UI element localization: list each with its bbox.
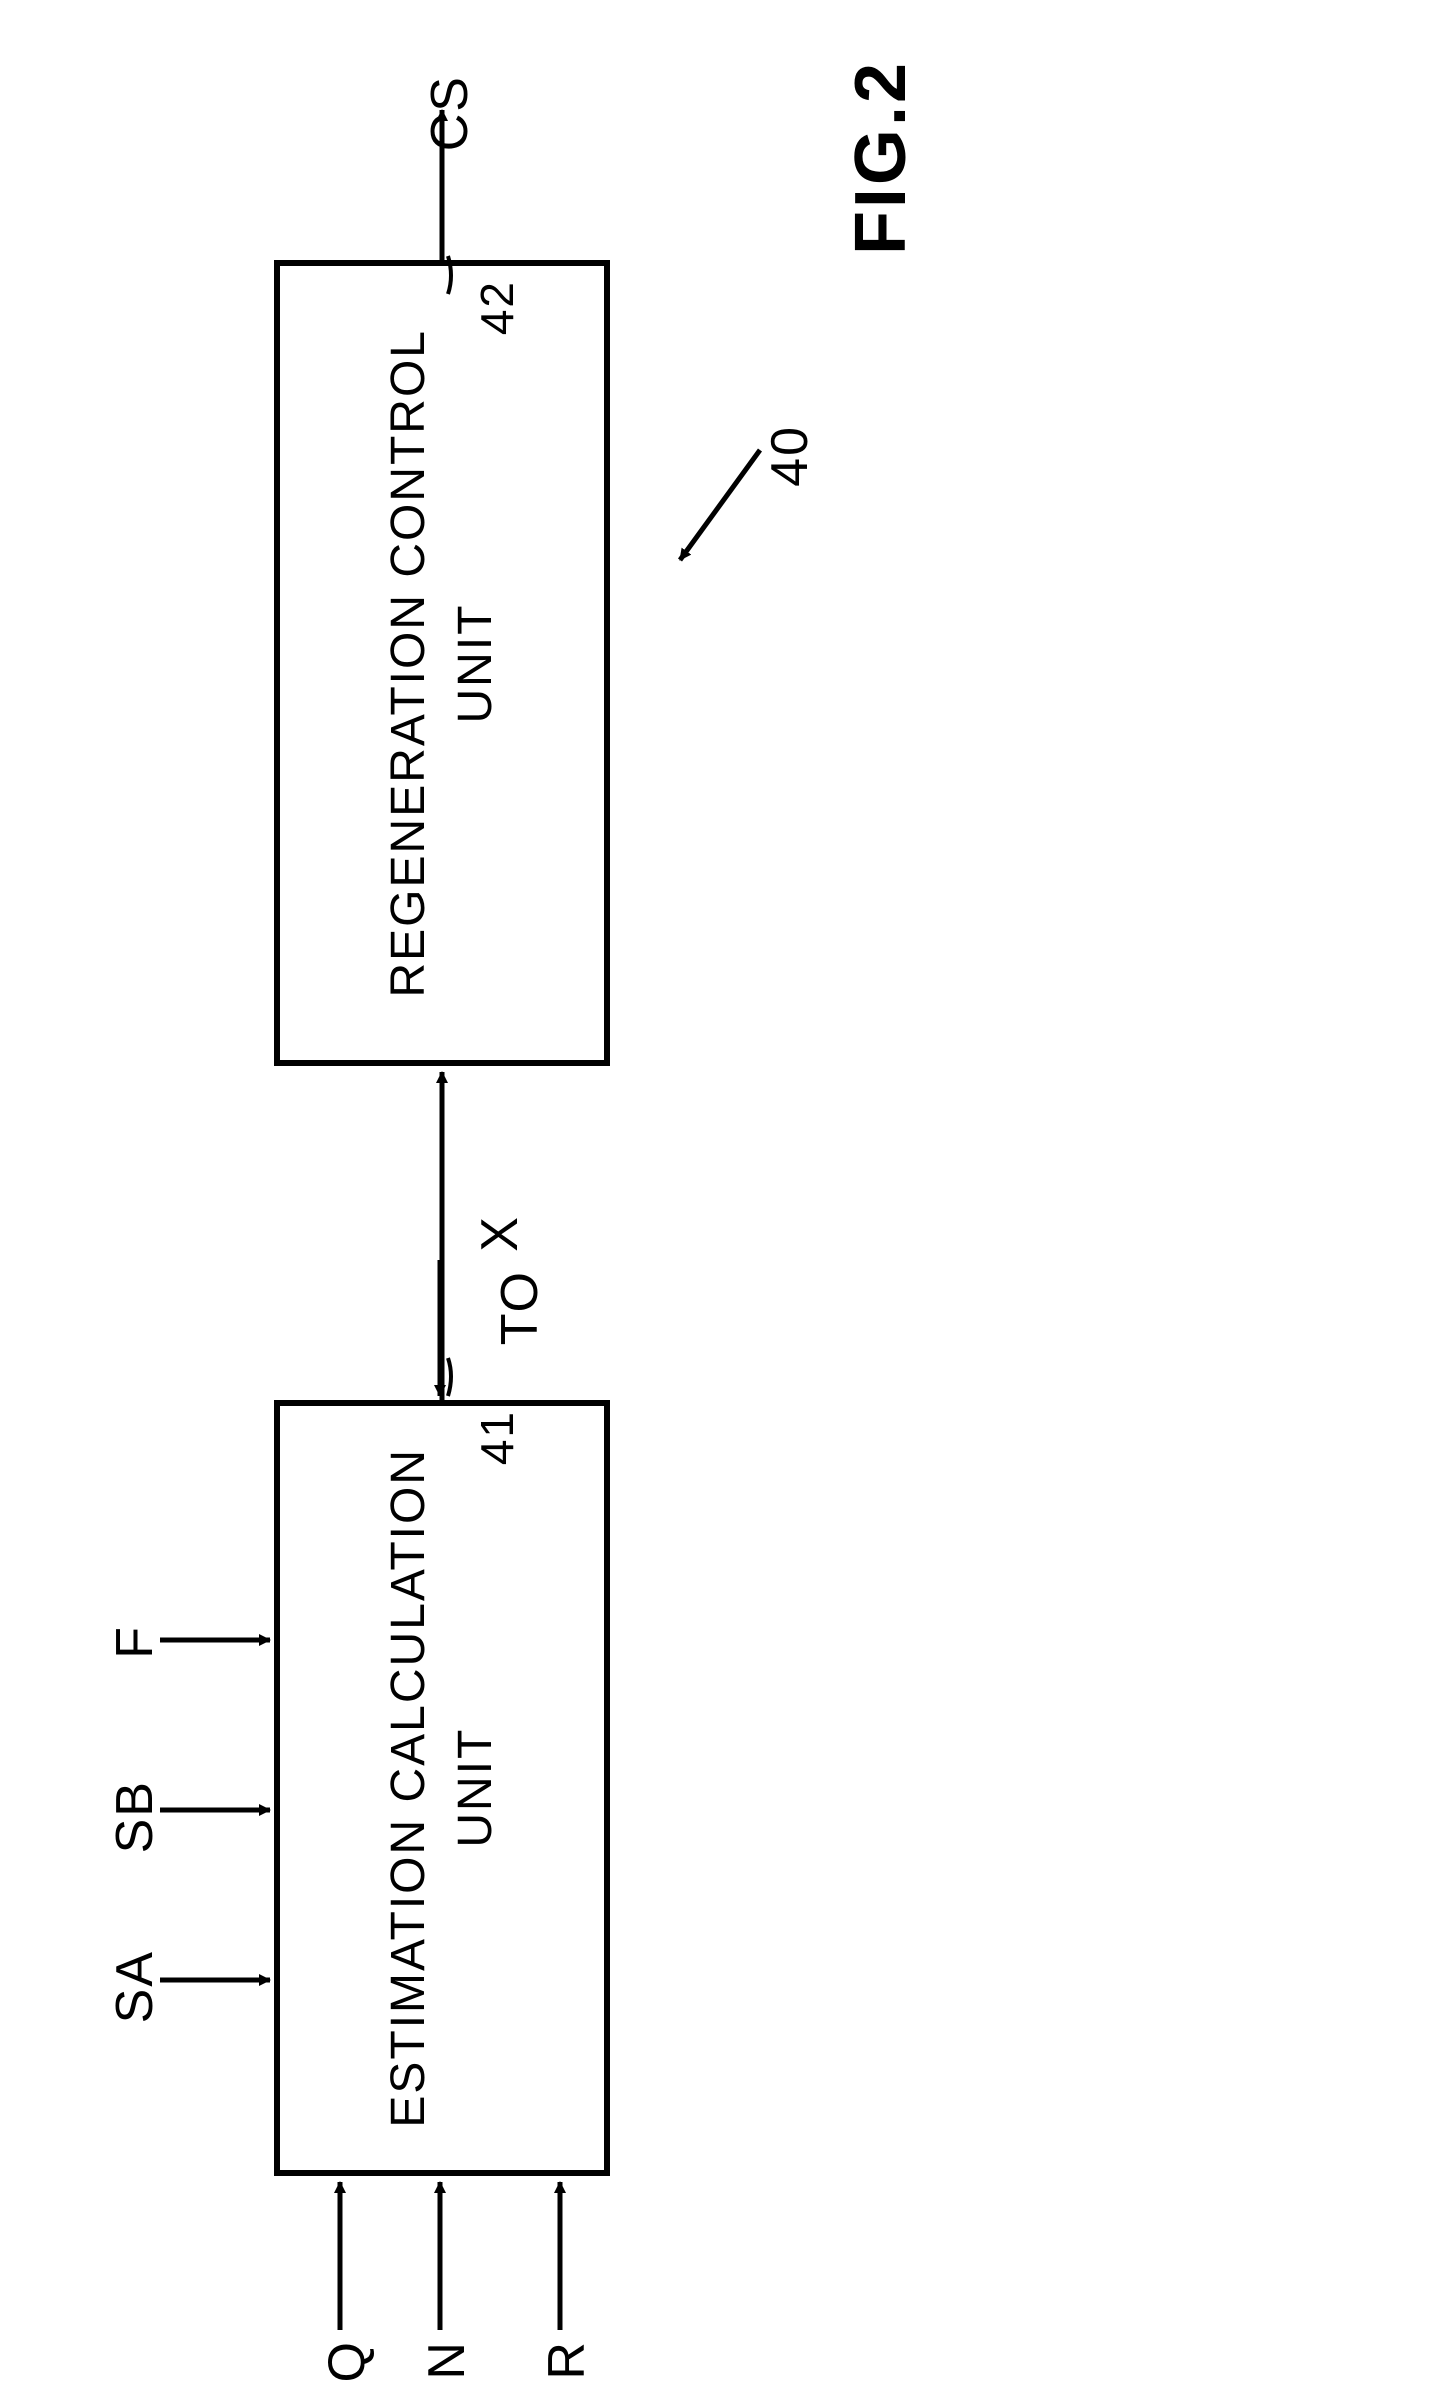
signal-sb-label: SB [105,1780,165,1853]
signal-to-label: TO [490,1270,550,1345]
arrow-system-ref [680,450,760,560]
regeneration-block-label: REGENERATION CONTROL UNIT [375,329,509,998]
regeneration-block: REGENERATION CONTROL UNIT [274,260,610,1066]
signal-f-label: F [105,1625,165,1659]
signal-q-label: Q [317,2340,377,2382]
ref-41-tick [448,1358,451,1396]
signal-sa-label: SA [105,1950,165,2023]
figure-title: FIG.2 [840,60,922,255]
regeneration-ref-label: 42 [470,280,524,335]
signal-r-label: R [537,2340,597,2380]
signal-x-label: X [470,1215,530,1252]
arrows-layer [0,0,1435,2402]
block-diagram: FIG.2 40 ESTIMATION CALCULATION UNIT 41 … [0,0,1435,2402]
signal-cs-label: CS [420,75,480,151]
estimation-ref-label: 41 [470,1410,524,1465]
signal-n-label: N [417,2340,477,2380]
system-ref-label: 40 [760,425,820,487]
estimation-block: ESTIMATION CALCULATION UNIT [274,1400,610,2176]
estimation-block-label: ESTIMATION CALCULATION UNIT [375,1448,509,2128]
